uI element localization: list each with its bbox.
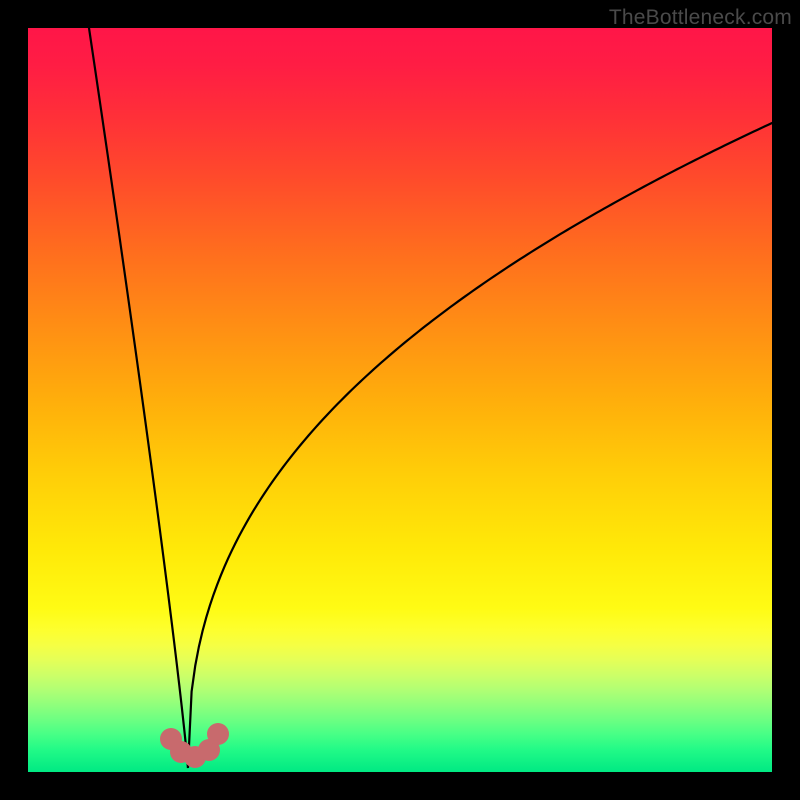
watermark-text: TheBottleneck.com [609,6,792,30]
chart-frame: TheBottleneck.com [0,0,800,800]
plot-area [28,28,772,772]
valley-marker [28,28,772,772]
